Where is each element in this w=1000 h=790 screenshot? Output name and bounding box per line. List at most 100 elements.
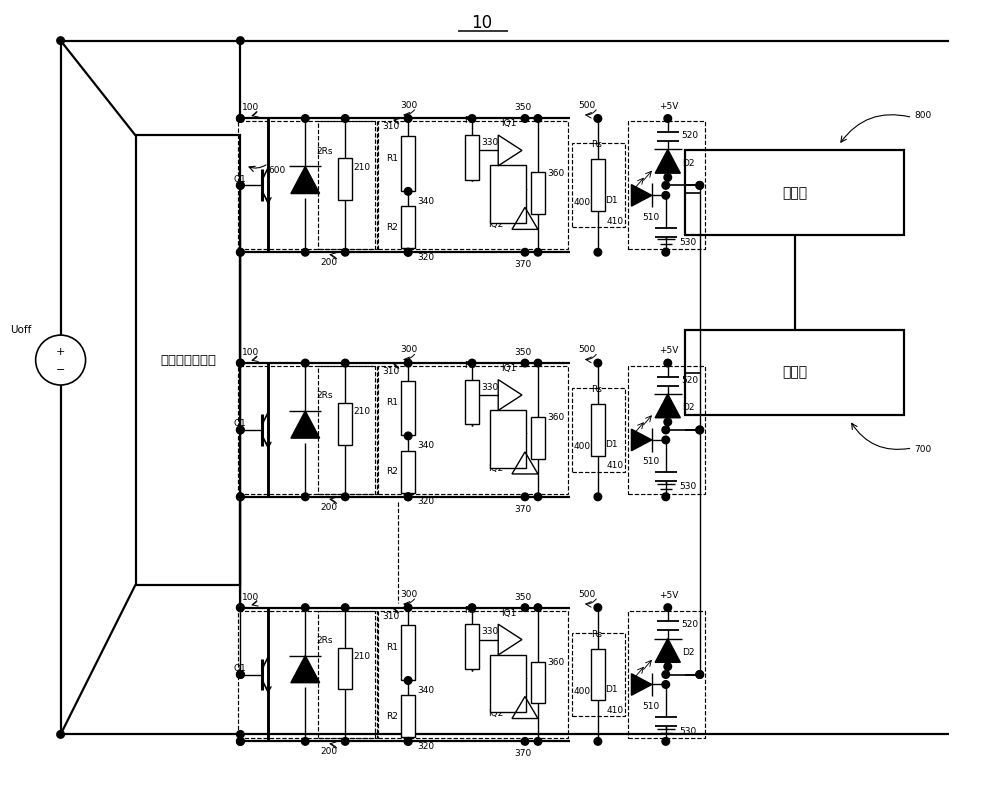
Circle shape (594, 359, 602, 367)
Circle shape (237, 115, 244, 122)
Circle shape (57, 37, 64, 44)
Circle shape (662, 426, 670, 434)
Text: +5V: +5V (659, 591, 678, 600)
Circle shape (301, 249, 309, 256)
Text: D2: D2 (682, 648, 694, 657)
Text: 600: 600 (268, 166, 286, 175)
Text: 530: 530 (680, 727, 697, 736)
Bar (136, 135, 240, 585)
Circle shape (237, 493, 244, 501)
Circle shape (664, 174, 672, 181)
Text: +5V: +5V (659, 346, 678, 355)
Text: +: + (56, 347, 65, 357)
Bar (318, 122, 375, 250)
Bar (490, 410, 526, 468)
Circle shape (521, 493, 529, 501)
Bar (465, 135, 479, 180)
Text: 340: 340 (417, 686, 434, 695)
Text: 310: 310 (382, 367, 399, 376)
Bar (338, 648, 352, 690)
Text: IQ1: IQ1 (501, 119, 517, 129)
Text: 100: 100 (242, 348, 260, 357)
Circle shape (237, 115, 244, 122)
Text: IQ2: IQ2 (488, 709, 503, 718)
Circle shape (404, 187, 412, 195)
Text: 200: 200 (320, 502, 337, 512)
Bar (628, 611, 705, 739)
Circle shape (237, 604, 244, 611)
Bar (401, 206, 415, 248)
Text: 210: 210 (353, 652, 370, 661)
Circle shape (664, 115, 672, 122)
Polygon shape (655, 394, 680, 418)
Text: R2: R2 (386, 223, 398, 231)
Text: 410: 410 (607, 461, 624, 470)
Text: 10: 10 (471, 13, 493, 32)
Text: 410: 410 (607, 706, 624, 715)
Circle shape (237, 182, 244, 189)
Text: 520: 520 (682, 620, 699, 629)
Circle shape (404, 677, 412, 684)
Circle shape (237, 359, 244, 367)
Text: IQ1: IQ1 (501, 364, 517, 373)
Circle shape (662, 182, 670, 189)
Bar (238, 611, 377, 739)
Circle shape (301, 115, 309, 122)
Circle shape (534, 604, 542, 611)
Circle shape (404, 604, 412, 611)
Circle shape (237, 359, 244, 367)
Text: IC1: IC1 (501, 678, 515, 687)
Bar (628, 122, 705, 250)
Text: 500: 500 (578, 100, 595, 110)
Bar (628, 366, 705, 494)
Circle shape (404, 249, 412, 256)
Circle shape (237, 671, 244, 679)
Text: 300: 300 (400, 345, 417, 354)
Text: 控制器: 控制器 (782, 366, 807, 379)
Circle shape (237, 671, 244, 679)
Circle shape (237, 738, 244, 745)
Bar (591, 649, 605, 701)
Circle shape (237, 604, 244, 611)
Text: 350: 350 (514, 348, 532, 357)
Text: Q1: Q1 (234, 419, 247, 428)
Bar (572, 388, 625, 472)
Circle shape (237, 426, 244, 434)
Text: 700: 700 (914, 446, 932, 454)
Circle shape (534, 493, 542, 501)
Bar (401, 381, 415, 435)
Text: Rs: Rs (591, 630, 602, 638)
Text: 530: 530 (680, 238, 697, 246)
Text: 370: 370 (514, 750, 532, 758)
Text: 310: 310 (382, 122, 399, 131)
Text: 320: 320 (417, 253, 434, 261)
Text: 200: 200 (320, 258, 337, 267)
Text: IC1: IC1 (501, 434, 515, 442)
Circle shape (468, 115, 476, 122)
Text: Rs: Rs (591, 141, 602, 149)
Bar (318, 611, 375, 739)
Circle shape (237, 249, 244, 256)
Text: R3: R3 (464, 361, 476, 370)
Text: 排序器: 排序器 (782, 186, 807, 200)
Circle shape (404, 493, 412, 501)
Text: 370: 370 (514, 260, 532, 269)
Circle shape (404, 115, 412, 122)
Text: IQ1: IQ1 (501, 608, 517, 618)
Text: +5V: +5V (659, 101, 678, 111)
Text: 330: 330 (481, 627, 498, 636)
Circle shape (237, 426, 244, 434)
Circle shape (664, 359, 672, 367)
Circle shape (662, 671, 670, 679)
Text: 210: 210 (353, 408, 370, 416)
Circle shape (696, 671, 704, 679)
Text: 2Rs: 2Rs (317, 147, 333, 156)
Bar (685, 150, 904, 235)
Bar (572, 633, 625, 717)
Text: 510: 510 (642, 213, 659, 222)
Text: 400: 400 (574, 442, 591, 451)
Bar (318, 366, 375, 494)
Text: 800: 800 (914, 111, 932, 120)
Text: −: − (56, 365, 65, 375)
Circle shape (664, 418, 672, 426)
